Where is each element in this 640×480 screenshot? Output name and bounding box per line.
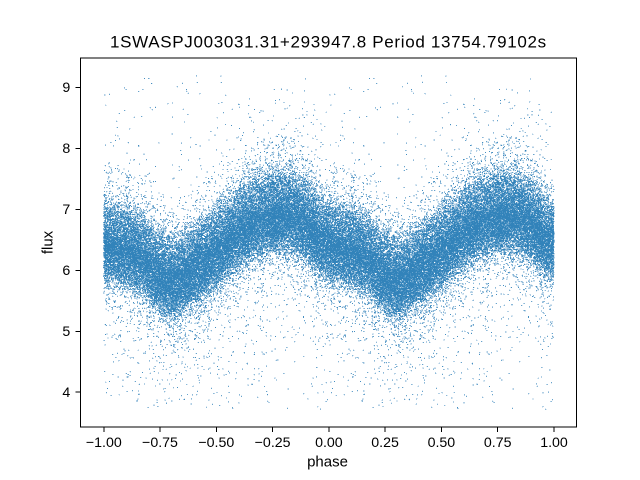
svg-text:phase: phase bbox=[307, 454, 348, 471]
svg-text:0.50: 0.50 bbox=[428, 435, 456, 451]
svg-text:−0.50: −0.50 bbox=[198, 435, 234, 451]
svg-text:9: 9 bbox=[62, 80, 70, 96]
svg-text:0.75: 0.75 bbox=[484, 435, 512, 451]
svg-text:4: 4 bbox=[62, 385, 70, 401]
svg-text:7: 7 bbox=[62, 202, 70, 218]
svg-text:1.00: 1.00 bbox=[540, 435, 568, 451]
svg-text:−0.25: −0.25 bbox=[255, 435, 291, 451]
svg-text:0.00: 0.00 bbox=[315, 435, 343, 451]
svg-text:0.25: 0.25 bbox=[371, 435, 399, 451]
svg-text:6: 6 bbox=[62, 263, 70, 279]
svg-text:−0.75: −0.75 bbox=[142, 435, 178, 451]
svg-text:5: 5 bbox=[62, 324, 70, 340]
svg-text:1SWASPJ003031.31+293947.8 Peri: 1SWASPJ003031.31+293947.8 Period 13754.7… bbox=[110, 32, 547, 51]
svg-text:8: 8 bbox=[62, 141, 70, 157]
svg-text:−1.00: −1.00 bbox=[86, 435, 122, 451]
svg-text:flux: flux bbox=[40, 230, 57, 254]
